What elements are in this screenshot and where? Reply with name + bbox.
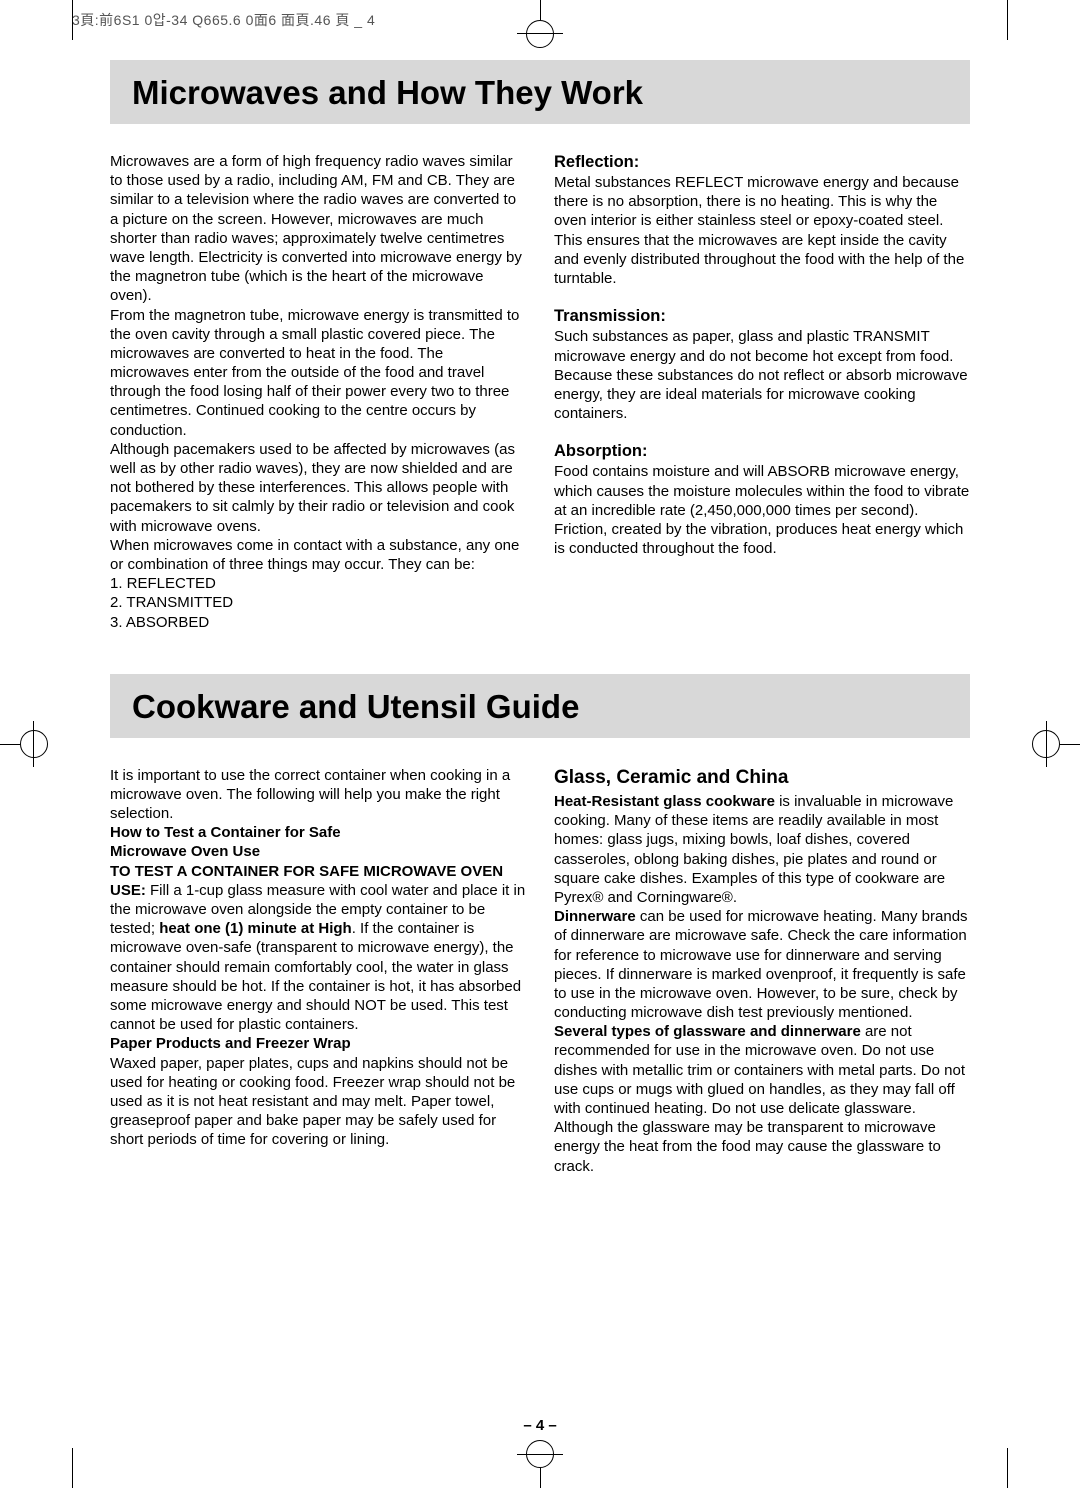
section1-title-bar: Microwaves and How They Work xyxy=(110,60,970,124)
absorption-text: Food contains moisture and will ABSORB m… xyxy=(554,462,970,558)
content-area: Microwaves and How They Work Microwaves … xyxy=(110,60,970,1428)
paper-products-heading: Paper Products and Freezer Wrap xyxy=(110,1034,526,1053)
s1-li2: 2. TRANSMITTED xyxy=(110,593,526,612)
glass-p1: Heat-Resistant glass cookware is invalua… xyxy=(554,792,970,907)
container-test-heading: How to Test a Container for Safe Microwa… xyxy=(110,823,526,861)
s2-p2c: heat one (1) minute at High xyxy=(159,920,352,937)
crop-margin-right xyxy=(1007,0,1008,40)
container-test-block: How to Test a Container for Safe Microwa… xyxy=(110,823,526,1034)
glass-p3a: Several types of glassware and dinnerwar… xyxy=(554,1023,861,1040)
crop-cross-left xyxy=(33,721,34,767)
section1-right-column: Reflection: Metal substances REFLECT mic… xyxy=(554,152,970,632)
s1-left-p2: From the magnetron tube, microwave energ… xyxy=(110,306,526,440)
crop-margin-right-bottom xyxy=(1007,1448,1008,1488)
crop-margin-left-bottom xyxy=(72,1448,73,1488)
glass-p3b: are not recommended for use in the micro… xyxy=(554,1023,965,1174)
absorption-heading: Absorption: xyxy=(554,441,970,462)
section2-right-column: Glass, Ceramic and China Heat-Resistant … xyxy=(554,766,970,1176)
glass-p1a: Heat-Resistant glass cookware xyxy=(554,793,775,810)
paper-products-text: Waxed paper, paper plates, cups and napk… xyxy=(110,1054,526,1150)
reflection-block: Reflection: Metal substances REFLECT mic… xyxy=(554,152,970,288)
page-container: 3頁:前6S1 0압-34 Q665.6 0面6 面頁.46 頁 _ 4 Mic… xyxy=(0,0,1080,1488)
crop-cross-right xyxy=(1046,721,1047,767)
crop-cross-bottom xyxy=(517,1454,563,1455)
glass-ceramic-heading: Glass, Ceramic and China xyxy=(554,766,970,790)
container-test-h1b: Microwave Oven Use xyxy=(110,843,260,860)
container-test-text: TO TEST A CONTAINER FOR SAFE MICROWAVE O… xyxy=(110,862,526,1035)
container-test-h1a: How to Test a Container for Safe xyxy=(110,824,341,841)
transmission-heading: Transmission: xyxy=(554,306,970,327)
section2-columns: It is important to use the correct conta… xyxy=(110,766,970,1176)
reflection-text: Metal substances REFLECT microwave energ… xyxy=(554,173,970,288)
s1-li3: 3. ABSORBED xyxy=(110,613,526,632)
paper-products-block: Paper Products and Freezer Wrap Waxed pa… xyxy=(110,1034,526,1149)
page-number: – 4 – xyxy=(523,1417,556,1434)
reflection-heading: Reflection: xyxy=(554,152,970,173)
s1-left-p4: When microwaves come in contact with a s… xyxy=(110,536,526,574)
header-meta-text: 3頁:前6S1 0압-34 Q665.6 0面6 面頁.46 頁 _ 4 xyxy=(72,10,375,30)
absorption-block: Absorption: Food contains moisture and w… xyxy=(554,441,970,558)
section1-left-column: Microwaves are a form of high frequency … xyxy=(110,152,526,632)
crop-cross-top xyxy=(517,33,563,34)
s1-left-p1: Microwaves are a form of high frequency … xyxy=(110,152,526,306)
section2-left-column: It is important to use the correct conta… xyxy=(110,766,526,1176)
section1-title: Microwaves and How They Work xyxy=(132,74,948,112)
transmission-block: Transmission: Such substances as paper, … xyxy=(554,306,970,423)
crop-margin-left xyxy=(72,0,73,40)
s1-left-p3: Although pacemakers used to be affected … xyxy=(110,440,526,536)
section2-title-bar: Cookware and Utensil Guide xyxy=(110,674,970,738)
glass-p2: Dinnerware can be used for microwave hea… xyxy=(554,907,970,1022)
section2-container: Cookware and Utensil Guide It is importa… xyxy=(110,674,970,1176)
s1-li1: 1. REFLECTED xyxy=(110,574,526,593)
crop-mark-left-icon xyxy=(0,714,40,774)
glass-p3: Several types of glassware and dinnerwar… xyxy=(554,1022,970,1176)
crop-mark-top-icon xyxy=(510,0,570,40)
transmission-text: Such substances as paper, glass and plas… xyxy=(554,327,970,423)
s2-left-p1: It is important to use the correct conta… xyxy=(110,766,526,824)
glass-p2a: Dinnerware xyxy=(554,908,636,925)
section2-title: Cookware and Utensil Guide xyxy=(132,688,948,726)
section1-columns: Microwaves are a form of high frequency … xyxy=(110,152,970,632)
